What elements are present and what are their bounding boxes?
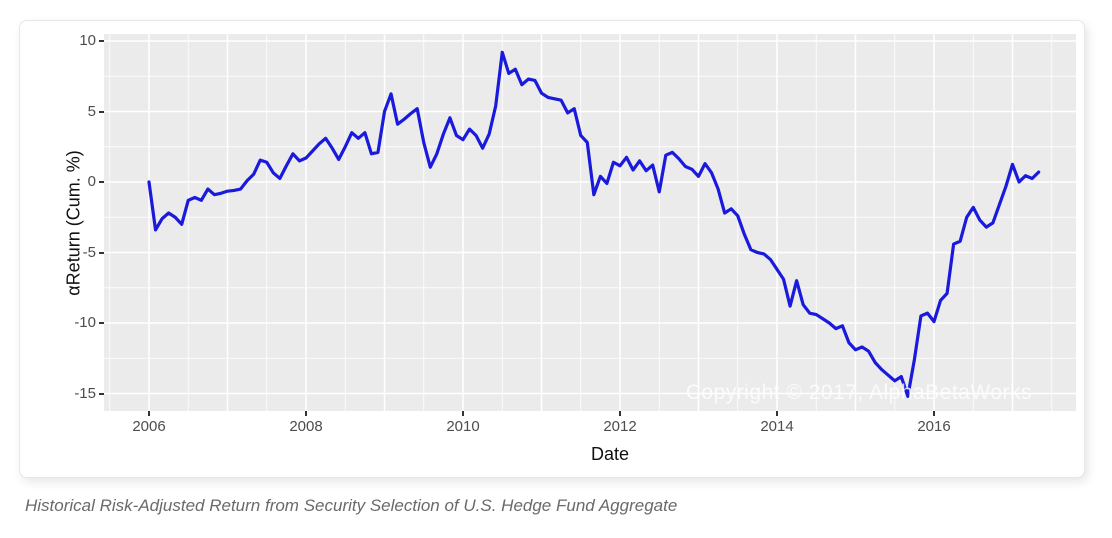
y-tick-label: -5 [82,243,96,261]
alpha-return-series-line [147,50,1041,398]
x-tick-label: 2014 [760,418,794,435]
x-tick-label: 2016 [917,418,951,435]
x-tick-mark [619,411,621,416]
x-tick-label: 2010 [446,418,480,435]
y-tick-label: 0 [87,173,96,190]
plot-panel: Copyright © 2017, AlphaBetaWorks [104,34,1076,411]
y-tick-mark [99,392,104,395]
x-tick-mark [462,411,464,416]
x-axis-title: Date [590,444,630,464]
x-tick-label: 2008 [289,418,323,435]
x-tick-mark [148,411,150,416]
x-tick-label: 2006 [132,418,166,435]
y-tick-mark [99,110,104,113]
x-tick-mark [305,411,307,416]
figure-caption: Historical Risk-Adjusted Return from Sec… [25,496,678,515]
y-tick-label: -15 [74,384,96,402]
y-axis-title: αReturn (Cum. %) [63,150,84,296]
x-tick-label: 2012 [603,418,637,435]
alpha-return-line-chart [104,34,1076,411]
y-tick-mark [99,251,104,254]
y-tick-mark [99,181,104,183]
y-tick-label: 5 [87,102,96,120]
y-tick-mark [99,322,104,324]
y-tick-mark [99,40,104,42]
x-tick-mark [933,411,935,416]
y-tick-label: -10 [74,314,96,331]
x-tick-mark [776,411,778,416]
chart-card: αReturn (Cum. %) Copyright © 2017, Alpha… [19,20,1085,478]
y-tick-label: 10 [79,32,96,49]
